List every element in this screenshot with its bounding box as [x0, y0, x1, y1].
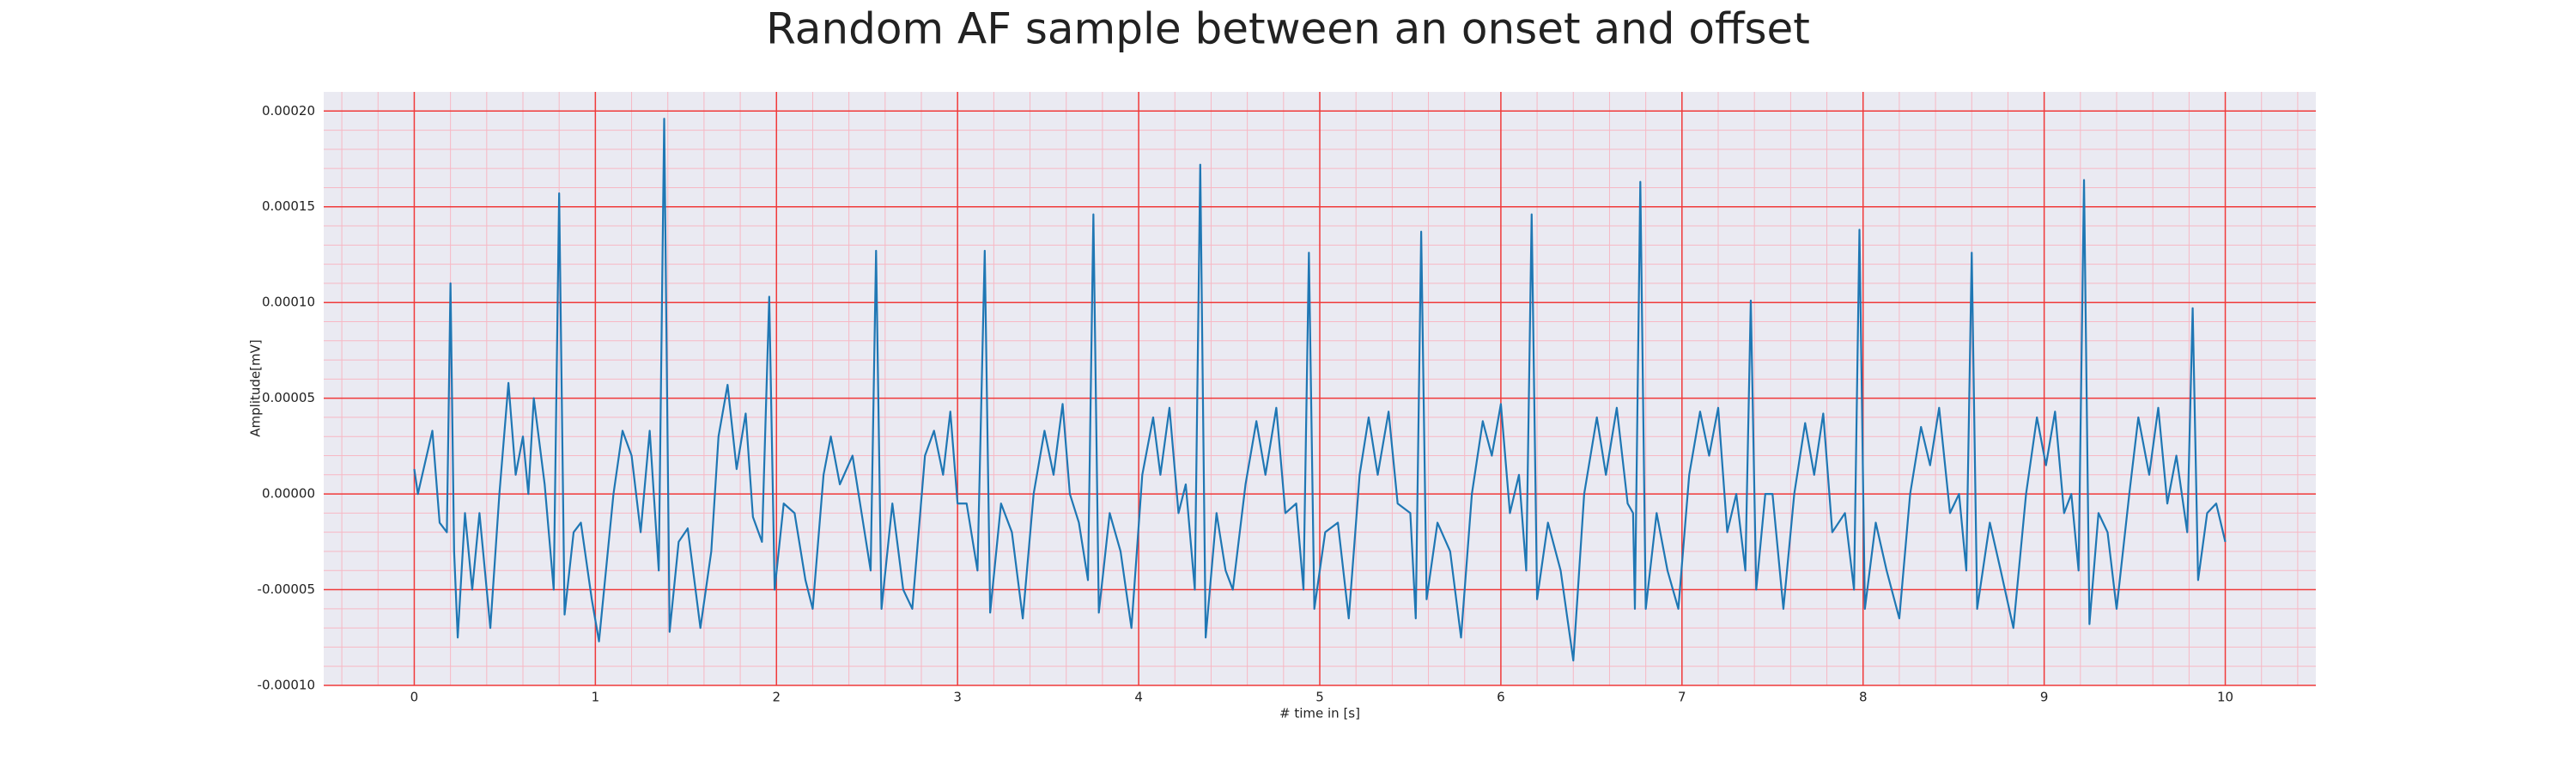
x-tick-label: 7: [1678, 690, 1686, 705]
x-axis-label: # time in [s]: [1279, 706, 1360, 721]
x-tick-label: 2: [772, 690, 781, 705]
x-tick-label: 4: [1134, 690, 1143, 705]
x-tick-label: 3: [953, 690, 962, 705]
y-axis-label: Amplitude[mV]: [248, 339, 264, 436]
y-tick-label: 0.00010: [262, 295, 315, 310]
signal-line: [413, 118, 2227, 662]
y-tick-label: -0.00005: [258, 581, 315, 597]
y-tick-label: 0.00015: [262, 198, 315, 214]
y-tick-label: -0.00010: [258, 678, 315, 693]
y-tick-label: 0.00005: [262, 390, 315, 405]
x-tick-label: 10: [2217, 690, 2233, 705]
x-tick-label: 6: [1497, 690, 1505, 705]
x-tick-label: 5: [1315, 690, 1324, 705]
chart-title: Random AF sample between an onset and of…: [766, 4, 1810, 54]
x-tick-label: 8: [1859, 690, 1868, 705]
y-tick-label: 0.00000: [262, 486, 315, 502]
x-tick-label: 1: [592, 690, 600, 705]
x-tick-label: 9: [2040, 690, 2049, 705]
y-tick-label: 0.00020: [262, 103, 315, 119]
x-tick-label: 0: [410, 690, 419, 705]
